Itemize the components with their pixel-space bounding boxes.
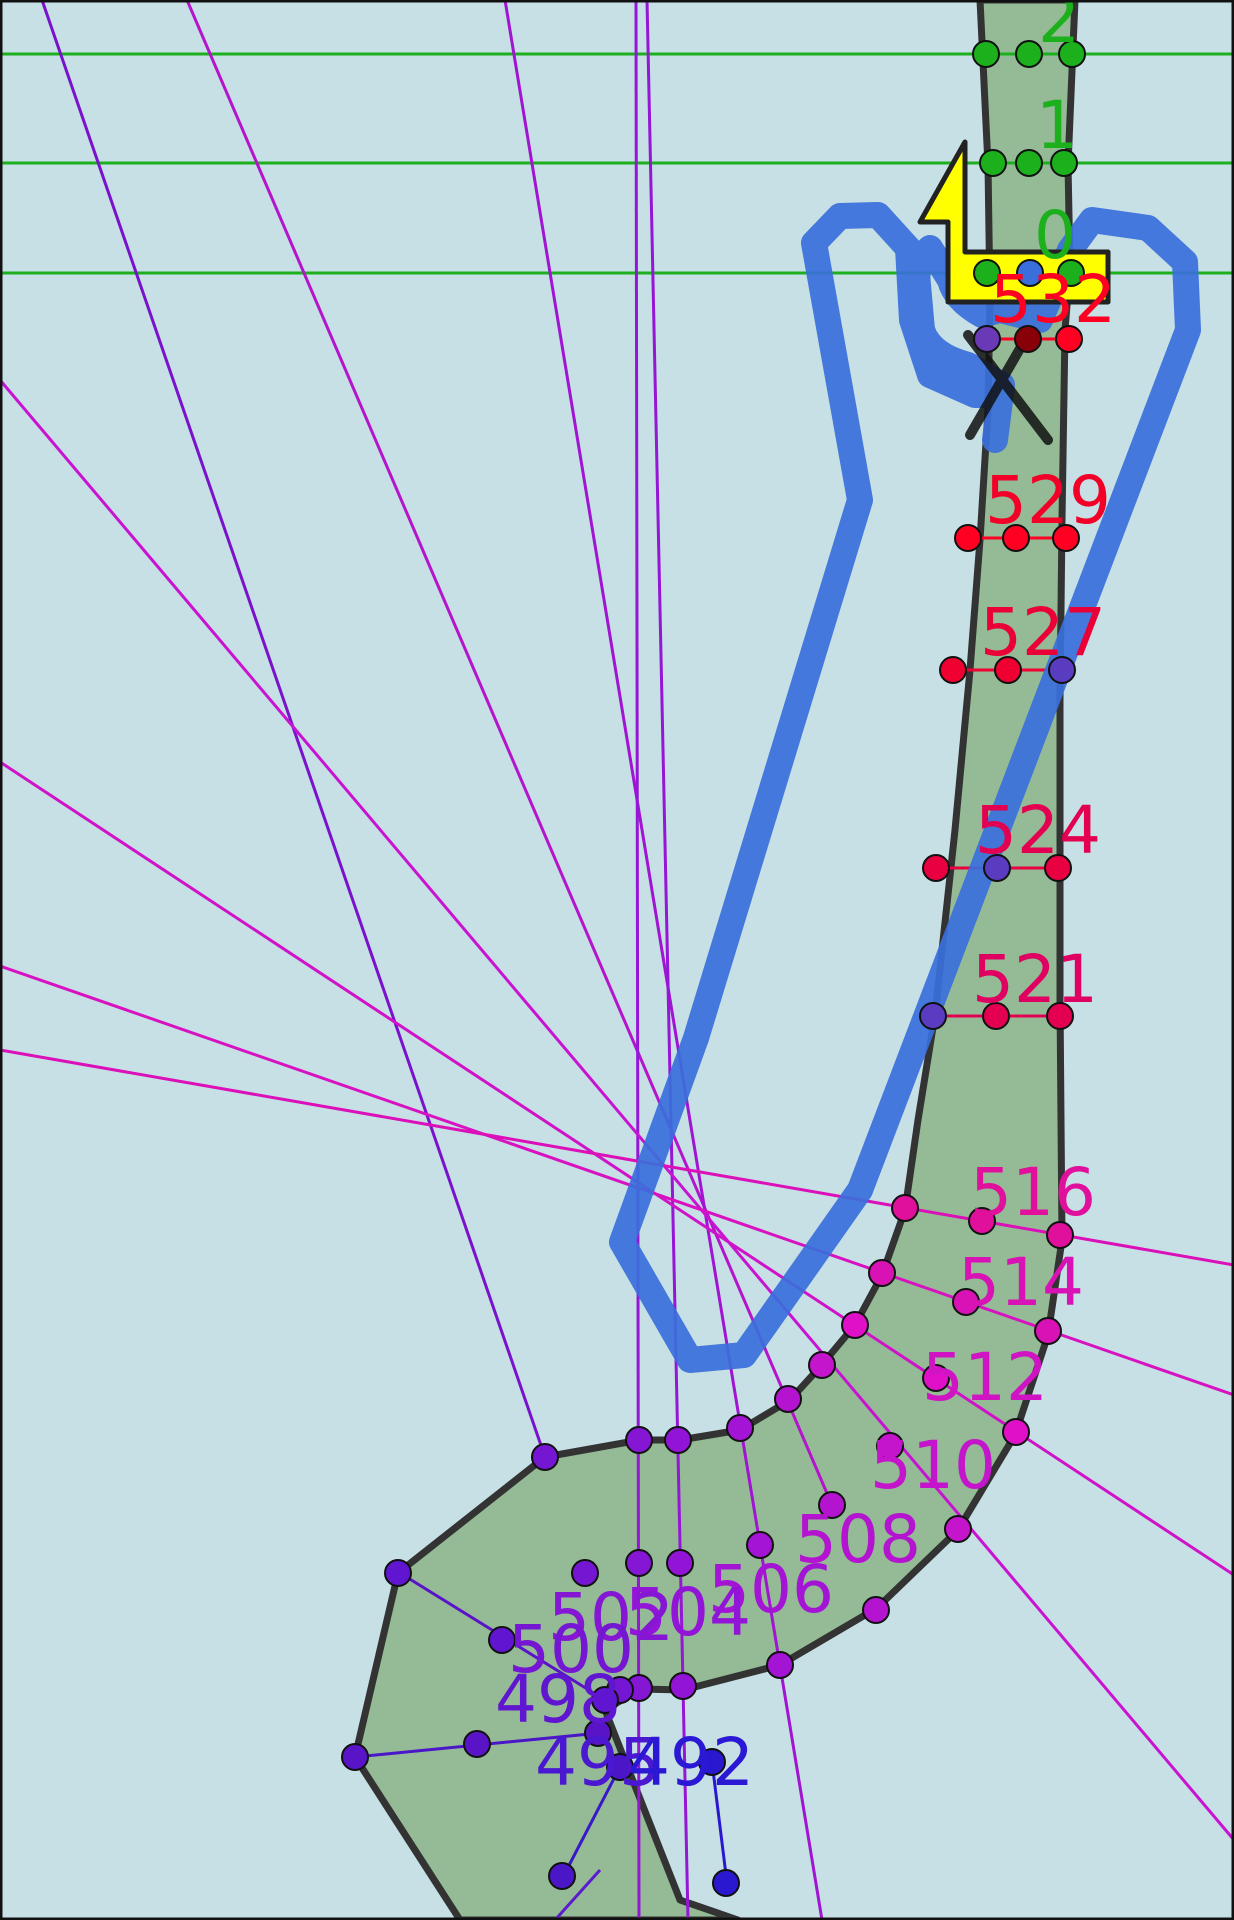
point-marker (341, 1743, 369, 1771)
point-marker (972, 40, 1000, 68)
point-marker (664, 1426, 692, 1454)
point-marker (808, 1351, 836, 1379)
point-marker (922, 854, 950, 882)
guide-line (645, 0, 690, 1920)
point-marker (1050, 149, 1078, 177)
point-marker (548, 1862, 576, 1890)
point-marker (531, 1443, 559, 1471)
label-492: 492 (628, 1724, 754, 1801)
point-marker (625, 1549, 653, 1577)
label-527: 527 (980, 594, 1106, 671)
point-marker (1044, 854, 1072, 882)
label-498: 498 (495, 1661, 621, 1738)
point-markers (341, 40, 1086, 1897)
label-521: 521 (972, 941, 1098, 1018)
point-marker (979, 149, 1007, 177)
point-marker (876, 1432, 904, 1460)
label-512: 512 (922, 1339, 1048, 1416)
point-marker (766, 1651, 794, 1679)
point-marker (944, 1515, 972, 1543)
guide-line (0, 964, 1234, 1397)
point-marker (1002, 524, 1030, 552)
point-marker (841, 1311, 869, 1339)
guide-line (0, 379, 1234, 1841)
point-marker (1014, 325, 1042, 353)
label-529: 529 (985, 462, 1111, 539)
point-marker (698, 1748, 726, 1776)
point-marker (669, 1672, 697, 1700)
label-524: 524 (975, 792, 1101, 869)
point-marker (922, 1364, 950, 1392)
point-marker (726, 1414, 754, 1442)
connector-492a (561, 1766, 622, 1878)
point-marker (954, 524, 982, 552)
guide-line (503, 0, 824, 1920)
guide-line (185, 0, 834, 1506)
point-marker (1015, 149, 1043, 177)
point-marker (939, 656, 967, 684)
yellow-arrow-icon (917, 139, 1111, 305)
point-marker (919, 1002, 947, 1030)
point-marker (591, 1686, 619, 1714)
label-514: 514 (958, 1244, 1084, 1321)
point-marker (973, 325, 1001, 353)
label-495: 495 (535, 1724, 661, 1801)
guide-line (634, 0, 641, 1920)
point-marker (1058, 40, 1086, 68)
label-500: 500 (508, 1611, 634, 1688)
point-marker (1046, 1221, 1074, 1249)
connector-492b (710, 1761, 729, 1884)
guide-line (0, 760, 1234, 1577)
point-marker (1046, 1002, 1074, 1030)
point-marker (973, 259, 1001, 287)
guide-line (553, 1868, 602, 1920)
label-1: 1 (1036, 87, 1078, 164)
point-marker (1034, 1317, 1062, 1345)
point-marker (712, 1869, 740, 1897)
point-marker (1002, 1418, 1030, 1446)
point-marker (1015, 40, 1043, 68)
point-marker (774, 1385, 802, 1413)
point-marker (983, 854, 1011, 882)
point-marker (1048, 656, 1076, 684)
point-marker (1057, 259, 1085, 287)
point-marker (952, 1288, 980, 1316)
point-marker (746, 1531, 774, 1559)
point-marker (384, 1559, 412, 1587)
guide-line (0, 1048, 1234, 1267)
x-mark-icon (963, 330, 1053, 445)
label-0: 0 (1034, 197, 1076, 274)
point-marker (891, 1194, 919, 1222)
point-marker (818, 1491, 846, 1519)
label-508: 508 (795, 1501, 921, 1578)
point-marker (463, 1730, 491, 1758)
label-532: 532 (990, 261, 1116, 338)
point-marker (968, 1207, 996, 1235)
label-510: 510 (870, 1427, 996, 1504)
point-marker (488, 1626, 516, 1654)
label-2: 2 (1038, 0, 1080, 58)
label-516: 516 (970, 1154, 1096, 1231)
point-marker (982, 1002, 1010, 1030)
point-marker (625, 1426, 653, 1454)
point-marker (868, 1259, 896, 1287)
label-502: 502 (548, 1579, 674, 1656)
point-marker (862, 1596, 890, 1624)
point-marker (584, 1719, 612, 1747)
label-504: 504 (625, 1574, 751, 1651)
station-labels: 2 1 0 532 529 527 524 521 516 514 512 51… (495, 0, 1116, 1801)
point-marker (1052, 524, 1080, 552)
point-marker (994, 656, 1022, 684)
point-marker (606, 1753, 634, 1781)
point-marker (571, 1559, 599, 1587)
point-marker (1055, 325, 1083, 353)
label-506: 506 (708, 1551, 834, 1628)
point-marker (1016, 259, 1044, 287)
point-marker (666, 1549, 694, 1577)
